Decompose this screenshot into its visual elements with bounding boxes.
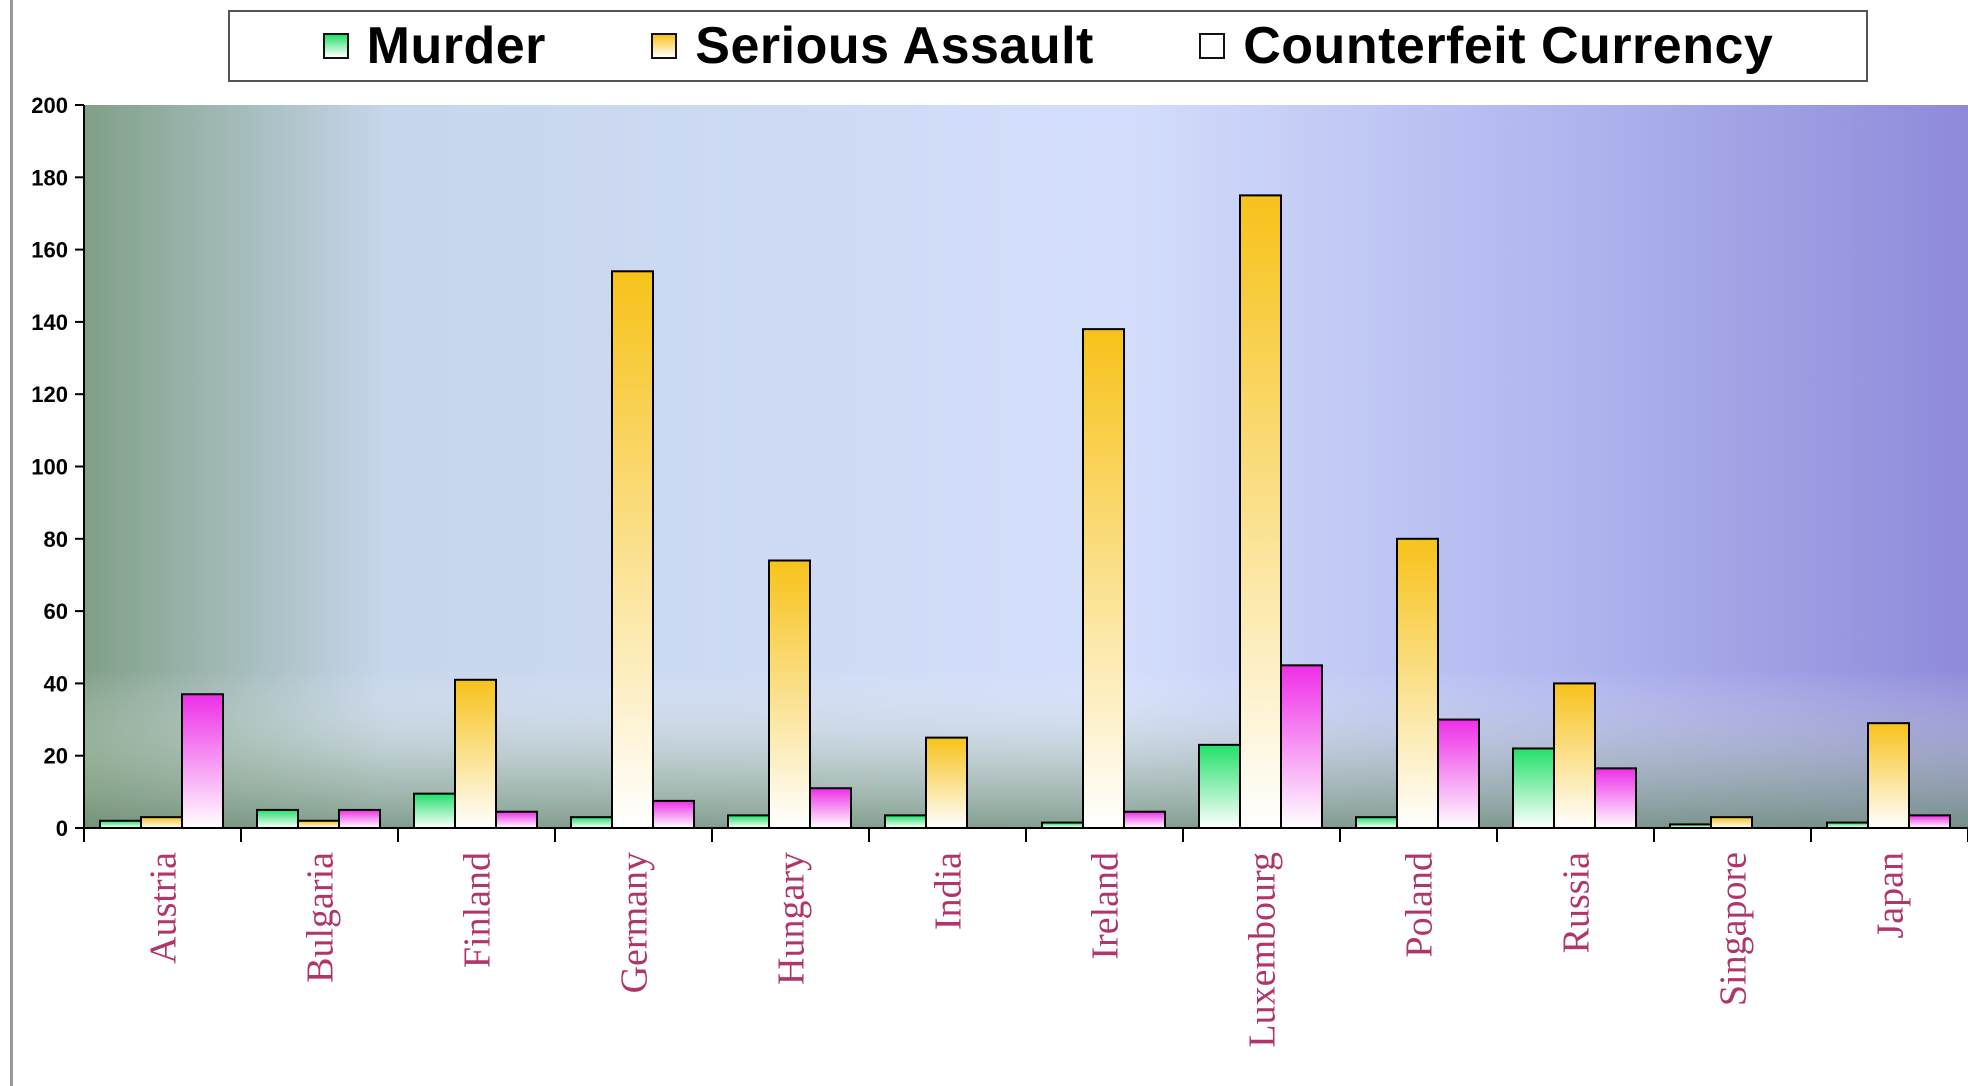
y-tick-label: 0 — [56, 816, 68, 841]
bar-murder — [1512, 747, 1555, 829]
x-tick-label: Hungary — [771, 852, 813, 985]
legend-item-serious-assault: Serious Assault — [651, 16, 1094, 76]
x-tick-label: Poland — [1399, 852, 1441, 958]
bar-murder — [727, 814, 770, 829]
bar-serious-assault — [1239, 194, 1282, 829]
bar-serious-assault — [925, 736, 968, 829]
legend-label-serious-assault: Serious Assault — [695, 17, 1094, 75]
y-tick-label: 100 — [31, 455, 68, 480]
legend-item-murder: Murder — [322, 16, 546, 76]
legend-item-counterfeit-currency: Counterfeit Currency — [1199, 16, 1773, 76]
bar-counterfeit-currency — [1594, 767, 1637, 829]
x-tick-label: Ireland — [1085, 852, 1127, 960]
bar-serious-assault — [454, 678, 497, 829]
x-axis: Austria Bulgaria Finland Germany Hungary Indi… — [83, 827, 1968, 1048]
x-tick-label: Japan — [1870, 852, 1912, 939]
bar-serious-assault — [1396, 537, 1439, 829]
bar-serious-assault — [1082, 328, 1125, 829]
bar-counterfeit-currency — [809, 787, 852, 829]
x-tick-label: Russia — [1556, 852, 1598, 953]
y-tick-label: 60 — [44, 599, 68, 624]
legend-label-murder: Murder — [366, 17, 546, 75]
bar-counterfeit-currency — [1908, 814, 1951, 829]
plot-area-shade — [84, 105, 1968, 828]
bar-murder — [256, 808, 299, 829]
bars-group — [99, 194, 1951, 830]
x-tick-label: Germany — [614, 852, 656, 993]
y-axis: 0 20 40 60 80 100 120 140 160 180 200 — [31, 93, 85, 841]
y-tick-label: 120 — [31, 382, 68, 407]
bar-counterfeit-currency — [1123, 810, 1166, 829]
bar-counterfeit-currency — [181, 693, 224, 829]
bar-serious-assault — [297, 819, 340, 830]
legend-swatch-counterfeit-currency — [1199, 33, 1226, 59]
y-tick-label: 20 — [44, 744, 68, 769]
legend-swatch-murder — [322, 33, 349, 59]
x-tick-label: Bulgaria — [300, 852, 342, 983]
frame-border — [10, 0, 13, 1086]
x-tick-label: Luxembourg — [1242, 852, 1284, 1048]
y-tick-label: 200 — [31, 93, 68, 118]
x-tick-label: Finland — [457, 852, 499, 968]
bar-serious-assault — [1710, 816, 1753, 830]
bar-serious-assault — [140, 816, 183, 830]
bar-murder — [99, 819, 142, 830]
legend-label-counterfeit-currency: Counterfeit Currency — [1243, 17, 1774, 75]
bar-murder — [413, 792, 456, 829]
y-tick-label: 40 — [44, 671, 68, 696]
x-tick-label: Austria — [143, 852, 185, 964]
y-tick-label: 80 — [44, 527, 68, 552]
bar-murder — [1355, 816, 1398, 830]
y-tick-label: 140 — [31, 310, 68, 335]
legend-swatch-serious-assault — [651, 33, 678, 59]
y-tick-label: 180 — [31, 165, 68, 190]
bar-counterfeit-currency — [1437, 718, 1480, 829]
bar-serious-assault — [1867, 722, 1910, 829]
bar-counterfeit-currency — [495, 810, 538, 829]
bar-murder — [884, 814, 927, 829]
chart-legend: Murder Serious Assault Counterfeit Curre… — [228, 10, 1868, 82]
bar-serious-assault — [611, 270, 654, 830]
y-tick-label: 160 — [31, 238, 68, 263]
bar-murder — [570, 816, 613, 830]
bar-counterfeit-currency — [1280, 664, 1323, 830]
x-tick-label: India — [928, 852, 970, 930]
bar-murder — [1198, 743, 1241, 829]
x-tick-label: Singapore — [1713, 852, 1755, 1006]
bar-counterfeit-currency — [338, 808, 381, 829]
bar-counterfeit-currency — [652, 799, 695, 830]
bar-serious-assault — [1553, 682, 1596, 830]
bar-serious-assault — [768, 559, 811, 829]
